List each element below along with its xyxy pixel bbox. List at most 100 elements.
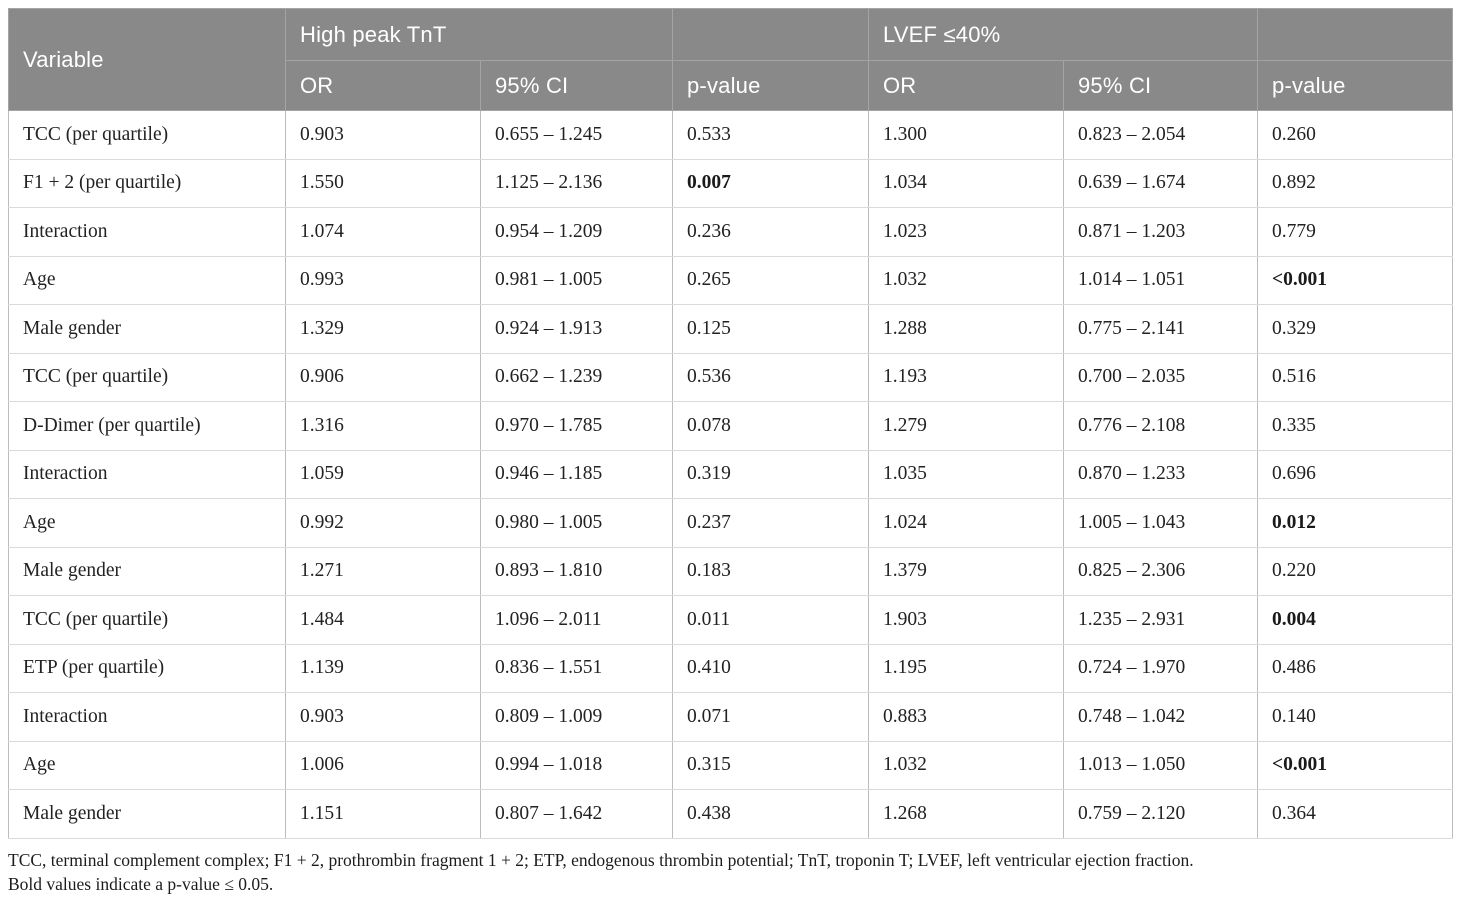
cell-tnt-or: 1.484 (285, 595, 481, 645)
cell-lvef-pvalue: 0.779 (1257, 207, 1454, 257)
cell-lvef-ci: 0.639 – 1.674 (1062, 158, 1259, 208)
column-header-lvef-ci: 95% CI (1062, 60, 1259, 111)
cell-tnt-pvalue: 0.438 (672, 789, 869, 839)
cell-tnt-pvalue: 0.237 (672, 498, 869, 548)
footnote-bold-note: Bold values indicate a p-value ≤ 0.05. (8, 874, 274, 895)
cell-lvef-pvalue: 0.696 (1257, 449, 1454, 499)
cell-tnt-or: 1.550 (285, 158, 481, 208)
cell-lvef-ci: 0.825 – 2.306 (1062, 546, 1259, 596)
cell-lvef-ci: 1.014 – 1.051 (1062, 255, 1259, 305)
column-header-tnt-or: OR (285, 60, 481, 111)
cell-tnt-ci: 0.807 – 1.642 (480, 789, 673, 839)
cell-lvef-or: 1.279 (868, 401, 1064, 451)
cell-variable: TCC (per quartile) (8, 352, 286, 402)
cell-variable: Male gender (8, 789, 286, 839)
cell-tnt-or: 0.992 (285, 498, 481, 548)
cell-tnt-ci: 0.836 – 1.551 (480, 643, 673, 693)
table-row: F1 + 2 (per quartile) 1.550 1.125 – 2.136 0… (8, 158, 1454, 208)
cell-lvef-pvalue: 0.329 (1257, 304, 1454, 354)
column-header-lvef-or: OR (868, 60, 1064, 111)
cell-variable: Age (8, 498, 286, 548)
cell-tnt-or: 1.151 (285, 789, 481, 839)
cell-tnt-pvalue: 0.533 (672, 110, 869, 160)
cell-lvef-ci: 0.823 – 2.054 (1062, 110, 1259, 160)
table-row: Interaction 1.074 0.954 – 1.209 0.236 1.023 0… (8, 207, 1454, 257)
cell-lvef-ci: 0.724 – 1.970 (1062, 643, 1259, 693)
cell-variable: Interaction (8, 449, 286, 499)
cell-tnt-or: 0.903 (285, 110, 481, 160)
cell-lvef-or: 1.023 (868, 207, 1064, 257)
cell-lvef-ci: 0.776 – 2.108 (1062, 401, 1259, 451)
cell-lvef-pvalue: 0.220 (1257, 546, 1454, 596)
cell-tnt-ci: 0.954 – 1.209 (480, 207, 673, 257)
cell-tnt-ci: 0.655 – 1.245 (480, 110, 673, 160)
cell-lvef-ci: 0.871 – 1.203 (1062, 207, 1259, 257)
table-body: TCC (per quartile) 0.903 0.655 – 1.245 0.53… (8, 110, 1454, 839)
regression-results-table: Variable High peak TnT LVEF ≤40% OR 95% … (8, 8, 1454, 839)
cell-variable: Interaction (8, 692, 286, 742)
cell-tnt-or: 1.316 (285, 401, 481, 451)
cell-lvef-ci: 0.700 – 2.035 (1062, 352, 1259, 402)
table-row: TCC (per quartile) 1.484 1.096 – 2.011 0.01… (8, 595, 1454, 645)
cell-tnt-pvalue: 0.265 (672, 255, 869, 305)
cell-tnt-pvalue: 0.007 (672, 158, 869, 208)
cell-variable: Age (8, 255, 286, 305)
column-group-lvef: LVEF ≤40% (867, 8, 1259, 61)
cell-lvef-pvalue: 0.140 (1257, 692, 1454, 742)
cell-tnt-ci: 0.809 – 1.009 (480, 692, 673, 742)
table-row: Male gender 1.329 0.924 – 1.913 0.125 1.288 0… (8, 304, 1454, 354)
column-group-lvef-spacer (1257, 8, 1454, 61)
table-row: Male gender 1.271 0.893 – 1.810 0.183 1.379 0… (8, 546, 1454, 596)
cell-tnt-pvalue: 0.236 (672, 207, 869, 257)
cell-variable: Interaction (8, 207, 286, 257)
cell-tnt-pvalue: 0.315 (672, 740, 869, 790)
cell-lvef-ci: 1.013 – 1.050 (1062, 740, 1259, 790)
cell-lvef-ci: 0.870 – 1.233 (1062, 449, 1259, 499)
column-group-tnt-spacer (672, 8, 869, 61)
cell-lvef-pvalue: 0.486 (1257, 643, 1454, 693)
table-row: Interaction 0.903 0.809 – 1.009 0.071 0.883 0… (8, 692, 1454, 742)
cell-tnt-ci: 0.893 – 1.810 (480, 546, 673, 596)
table-header: Variable High peak TnT LVEF ≤40% OR 95% … (8, 8, 1454, 111)
cell-tnt-ci: 1.096 – 2.011 (480, 595, 673, 645)
cell-lvef-pvalue: 0.012 (1257, 498, 1454, 548)
cell-tnt-ci: 1.125 – 2.136 (480, 158, 673, 208)
cell-lvef-ci: 0.748 – 1.042 (1062, 692, 1259, 742)
column-group-high-peak-tnt: High peak TnT (285, 8, 673, 61)
table-footnotes: TCC, terminal complement complex; F1 + 2… (8, 848, 1452, 898)
column-header-tnt-pvalue: p-value (672, 60, 869, 111)
cell-tnt-pvalue: 0.071 (672, 692, 869, 742)
cell-lvef-or: 1.032 (868, 740, 1064, 790)
cell-variable: Male gender (8, 304, 286, 354)
cell-tnt-ci: 0.994 – 1.018 (480, 740, 673, 790)
cell-lvef-pvalue: 0.335 (1257, 401, 1454, 451)
cell-lvef-pvalue: 0.516 (1257, 352, 1454, 402)
column-header-lvef-pvalue: p-value (1257, 60, 1454, 111)
footnote-abbreviations: TCC, terminal complement complex; F1 + 2… (8, 849, 1194, 870)
table-row: Male gender 1.151 0.807 – 1.642 0.438 1.268 0… (8, 789, 1454, 839)
cell-lvef-ci: 1.005 – 1.043 (1062, 498, 1259, 548)
cell-lvef-or: 1.903 (868, 595, 1064, 645)
cell-variable: ETP (per quartile) (8, 643, 286, 693)
column-header-variable: Variable (8, 8, 286, 111)
cell-variable: Male gender (8, 546, 286, 596)
cell-lvef-or: 1.035 (868, 449, 1064, 499)
cell-lvef-or: 1.193 (868, 352, 1064, 402)
cell-lvef-or: 1.300 (868, 110, 1064, 160)
cell-variable: D-Dimer (per quartile) (8, 401, 286, 451)
cell-tnt-ci: 0.946 – 1.185 (480, 449, 673, 499)
cell-tnt-pvalue: 0.011 (672, 595, 869, 645)
cell-tnt-or: 1.006 (285, 740, 481, 790)
cell-tnt-or: 1.271 (285, 546, 481, 596)
cell-variable: TCC (per quartile) (8, 110, 286, 160)
cell-lvef-or: 1.034 (868, 158, 1064, 208)
cell-tnt-ci: 0.970 – 1.785 (480, 401, 673, 451)
table-row: Age 1.006 0.994 – 1.018 0.315 1.032 1.013 – 1… (8, 740, 1454, 790)
table-figure: Variable High peak TnT LVEF ≤40% OR 95% … (8, 8, 1454, 898)
cell-lvef-pvalue: 0.892 (1257, 158, 1454, 208)
table-row: D-Dimer (per quartile) 1.316 0.970 – 1.785… (8, 401, 1454, 451)
cell-lvef-ci: 0.775 – 2.141 (1062, 304, 1259, 354)
cell-tnt-ci: 0.980 – 1.005 (480, 498, 673, 548)
cell-lvef-or: 1.288 (868, 304, 1064, 354)
cell-lvef-pvalue: 0.260 (1257, 110, 1454, 160)
